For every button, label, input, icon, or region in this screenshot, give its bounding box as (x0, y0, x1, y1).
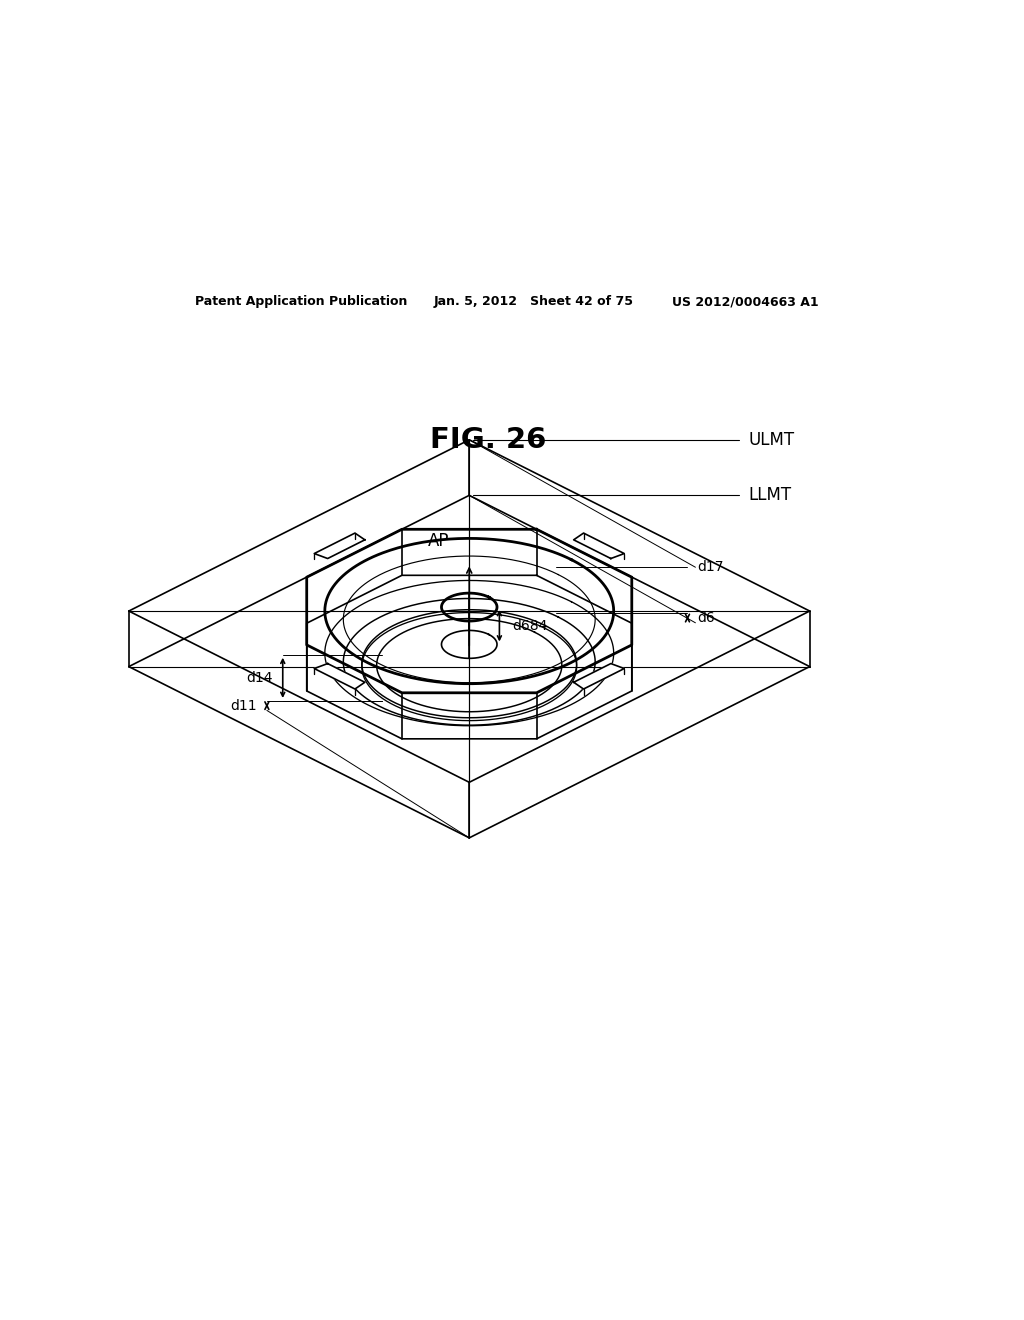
Text: d6: d6 (697, 611, 715, 626)
Text: ULMT: ULMT (749, 430, 795, 449)
Text: US 2012/0004663 A1: US 2012/0004663 A1 (672, 296, 818, 308)
Polygon shape (314, 664, 365, 689)
Text: d17: d17 (697, 560, 724, 574)
Text: Jan. 5, 2012   Sheet 42 of 75: Jan. 5, 2012 Sheet 42 of 75 (433, 296, 634, 308)
Text: d11: d11 (230, 698, 257, 713)
Polygon shape (314, 533, 365, 558)
Text: d684: d684 (512, 619, 548, 632)
Text: LLMT: LLMT (749, 486, 792, 504)
Text: AP: AP (428, 532, 450, 550)
Polygon shape (573, 533, 625, 558)
Polygon shape (573, 664, 625, 689)
Text: d14: d14 (247, 671, 273, 685)
Text: Patent Application Publication: Patent Application Publication (196, 296, 408, 308)
Text: FIG. 26: FIG. 26 (430, 426, 546, 454)
